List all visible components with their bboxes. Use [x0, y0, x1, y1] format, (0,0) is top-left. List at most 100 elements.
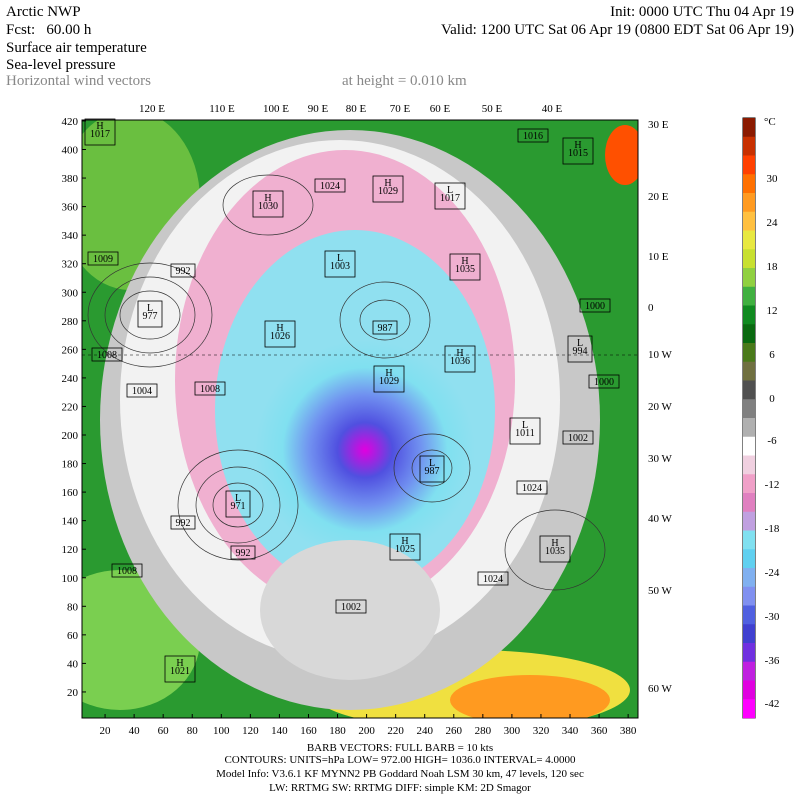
- colorbar-band: [743, 624, 755, 644]
- pressure-value: 1016: [523, 131, 543, 142]
- colorbar-band: [743, 380, 755, 400]
- pressure-value: 1029: [378, 186, 398, 197]
- colorbar-label: -30: [765, 611, 780, 623]
- pressure-label-box: [225, 490, 251, 518]
- pressure-value: 1026: [270, 331, 290, 342]
- grid-tick-label: 120: [242, 725, 259, 737]
- pressure-label: 1000: [579, 298, 611, 313]
- pressure-center-letter: L: [429, 458, 435, 469]
- pressure-label-box: [579, 298, 611, 313]
- colorbar-band: [743, 155, 755, 175]
- longitude-label: 120 E: [139, 103, 165, 115]
- pressure-label-box: [170, 263, 196, 278]
- pressure-label: 1016: [517, 128, 549, 143]
- pressure-label-box: [84, 118, 116, 146]
- pressure-center-letter: L: [447, 185, 453, 196]
- pressure-label: 1000: [588, 374, 620, 389]
- pressure-label-box: [373, 365, 405, 393]
- colorbar-band: [743, 249, 755, 269]
- pressure-label: 1024: [477, 571, 509, 586]
- grid-tick-label: 80: [187, 725, 199, 737]
- grid-tick-label: 180: [62, 459, 79, 471]
- grid-tick-label: 320: [62, 259, 79, 271]
- pressure-label-box: [562, 137, 594, 165]
- grid-tick-label: 280: [62, 316, 79, 328]
- grid-tick-label: 100: [213, 725, 230, 737]
- colorbar-label: 24: [767, 217, 779, 229]
- pressure-value: 1004: [132, 386, 152, 397]
- pressure-label-box: [477, 571, 509, 586]
- grid-tick-label: 380: [620, 725, 637, 737]
- field-label: Horizontal wind vectors: [6, 73, 151, 89]
- colorbar-band: [743, 699, 755, 719]
- longitude-label: 30 E: [648, 119, 669, 131]
- grid-tick-label: 200: [62, 430, 79, 442]
- pressure-value: 977: [143, 311, 158, 322]
- pressure-center-letter: L: [337, 253, 343, 264]
- colorbar-band: [743, 643, 755, 663]
- colorbar-band: [743, 399, 755, 419]
- pressure-value: 1002: [568, 433, 588, 444]
- colorbar-band: [743, 455, 755, 475]
- grid-tick-label: 20: [67, 687, 79, 699]
- grid-tick-label: 220: [62, 401, 79, 413]
- longitude-label: 70 E: [390, 103, 411, 115]
- pressure-value: 992: [176, 266, 191, 277]
- grid-tick-label: 380: [62, 173, 79, 185]
- footer-line: Model Info: V3.6.1 KF MYNN2 PB Goddard N…: [216, 768, 584, 780]
- map-frame: [81, 119, 639, 719]
- pressure-label-box: [194, 381, 226, 396]
- pressure-value: 1025: [395, 544, 415, 555]
- pressure-value: 1003: [330, 261, 350, 272]
- pressure-label-box: [314, 178, 346, 193]
- pressure-center-letter: L: [147, 303, 153, 314]
- colorbar-label: 18: [767, 261, 779, 273]
- pressure-value: 1029: [379, 376, 399, 387]
- grid-tick-label: 180: [329, 725, 346, 737]
- grid-tick-label: 360: [62, 202, 79, 214]
- pressure-center-letter: H: [401, 536, 408, 547]
- height-label: at height = 0.010 km: [342, 73, 467, 89]
- colorbar-label: -18: [765, 523, 780, 535]
- pressure-center-letter: L: [522, 420, 528, 431]
- longitude-label: 20 E: [648, 191, 669, 203]
- isobars: [87, 174, 606, 591]
- pressure-label: 1024: [314, 178, 346, 193]
- grid-tick-label: 40: [67, 658, 79, 670]
- pressure-value: 994: [573, 346, 588, 357]
- pressure-value: 1011: [515, 428, 535, 439]
- grid-tick-label: 300: [62, 287, 79, 299]
- longitude-label: 30 W: [648, 453, 673, 465]
- pressure-value: 1036: [450, 356, 470, 367]
- pressure-value: 987: [425, 466, 440, 477]
- pressure-label-box: [419, 455, 445, 483]
- longitude-label: 90 E: [308, 103, 329, 115]
- pressure-label-box: [264, 320, 296, 348]
- pressure-label-box: [252, 190, 284, 218]
- pressure-label: 1002: [335, 599, 367, 614]
- grid-tick-label: 80: [67, 601, 79, 613]
- pressure-label-box: [137, 300, 163, 328]
- footer-line: CONTOURS: UNITS=hPa LOW= 972.00 HIGH= 10…: [224, 754, 576, 766]
- pressure-label-box: [449, 253, 481, 281]
- colorbar-band: [743, 118, 755, 138]
- pressure-label-box: [509, 417, 541, 445]
- colorbar-band: [743, 493, 755, 513]
- colorbar-label: -42: [765, 698, 780, 710]
- pressure-value: 1017: [90, 129, 110, 140]
- grid-tick-label: 300: [504, 725, 521, 737]
- map-field: [82, 120, 638, 718]
- grid-tick-label: 140: [271, 725, 288, 737]
- colorbar-band: [743, 268, 755, 288]
- pressure-center-letter: H: [96, 121, 103, 132]
- colorbar-band: [743, 418, 755, 438]
- colorbar-band: [743, 586, 755, 606]
